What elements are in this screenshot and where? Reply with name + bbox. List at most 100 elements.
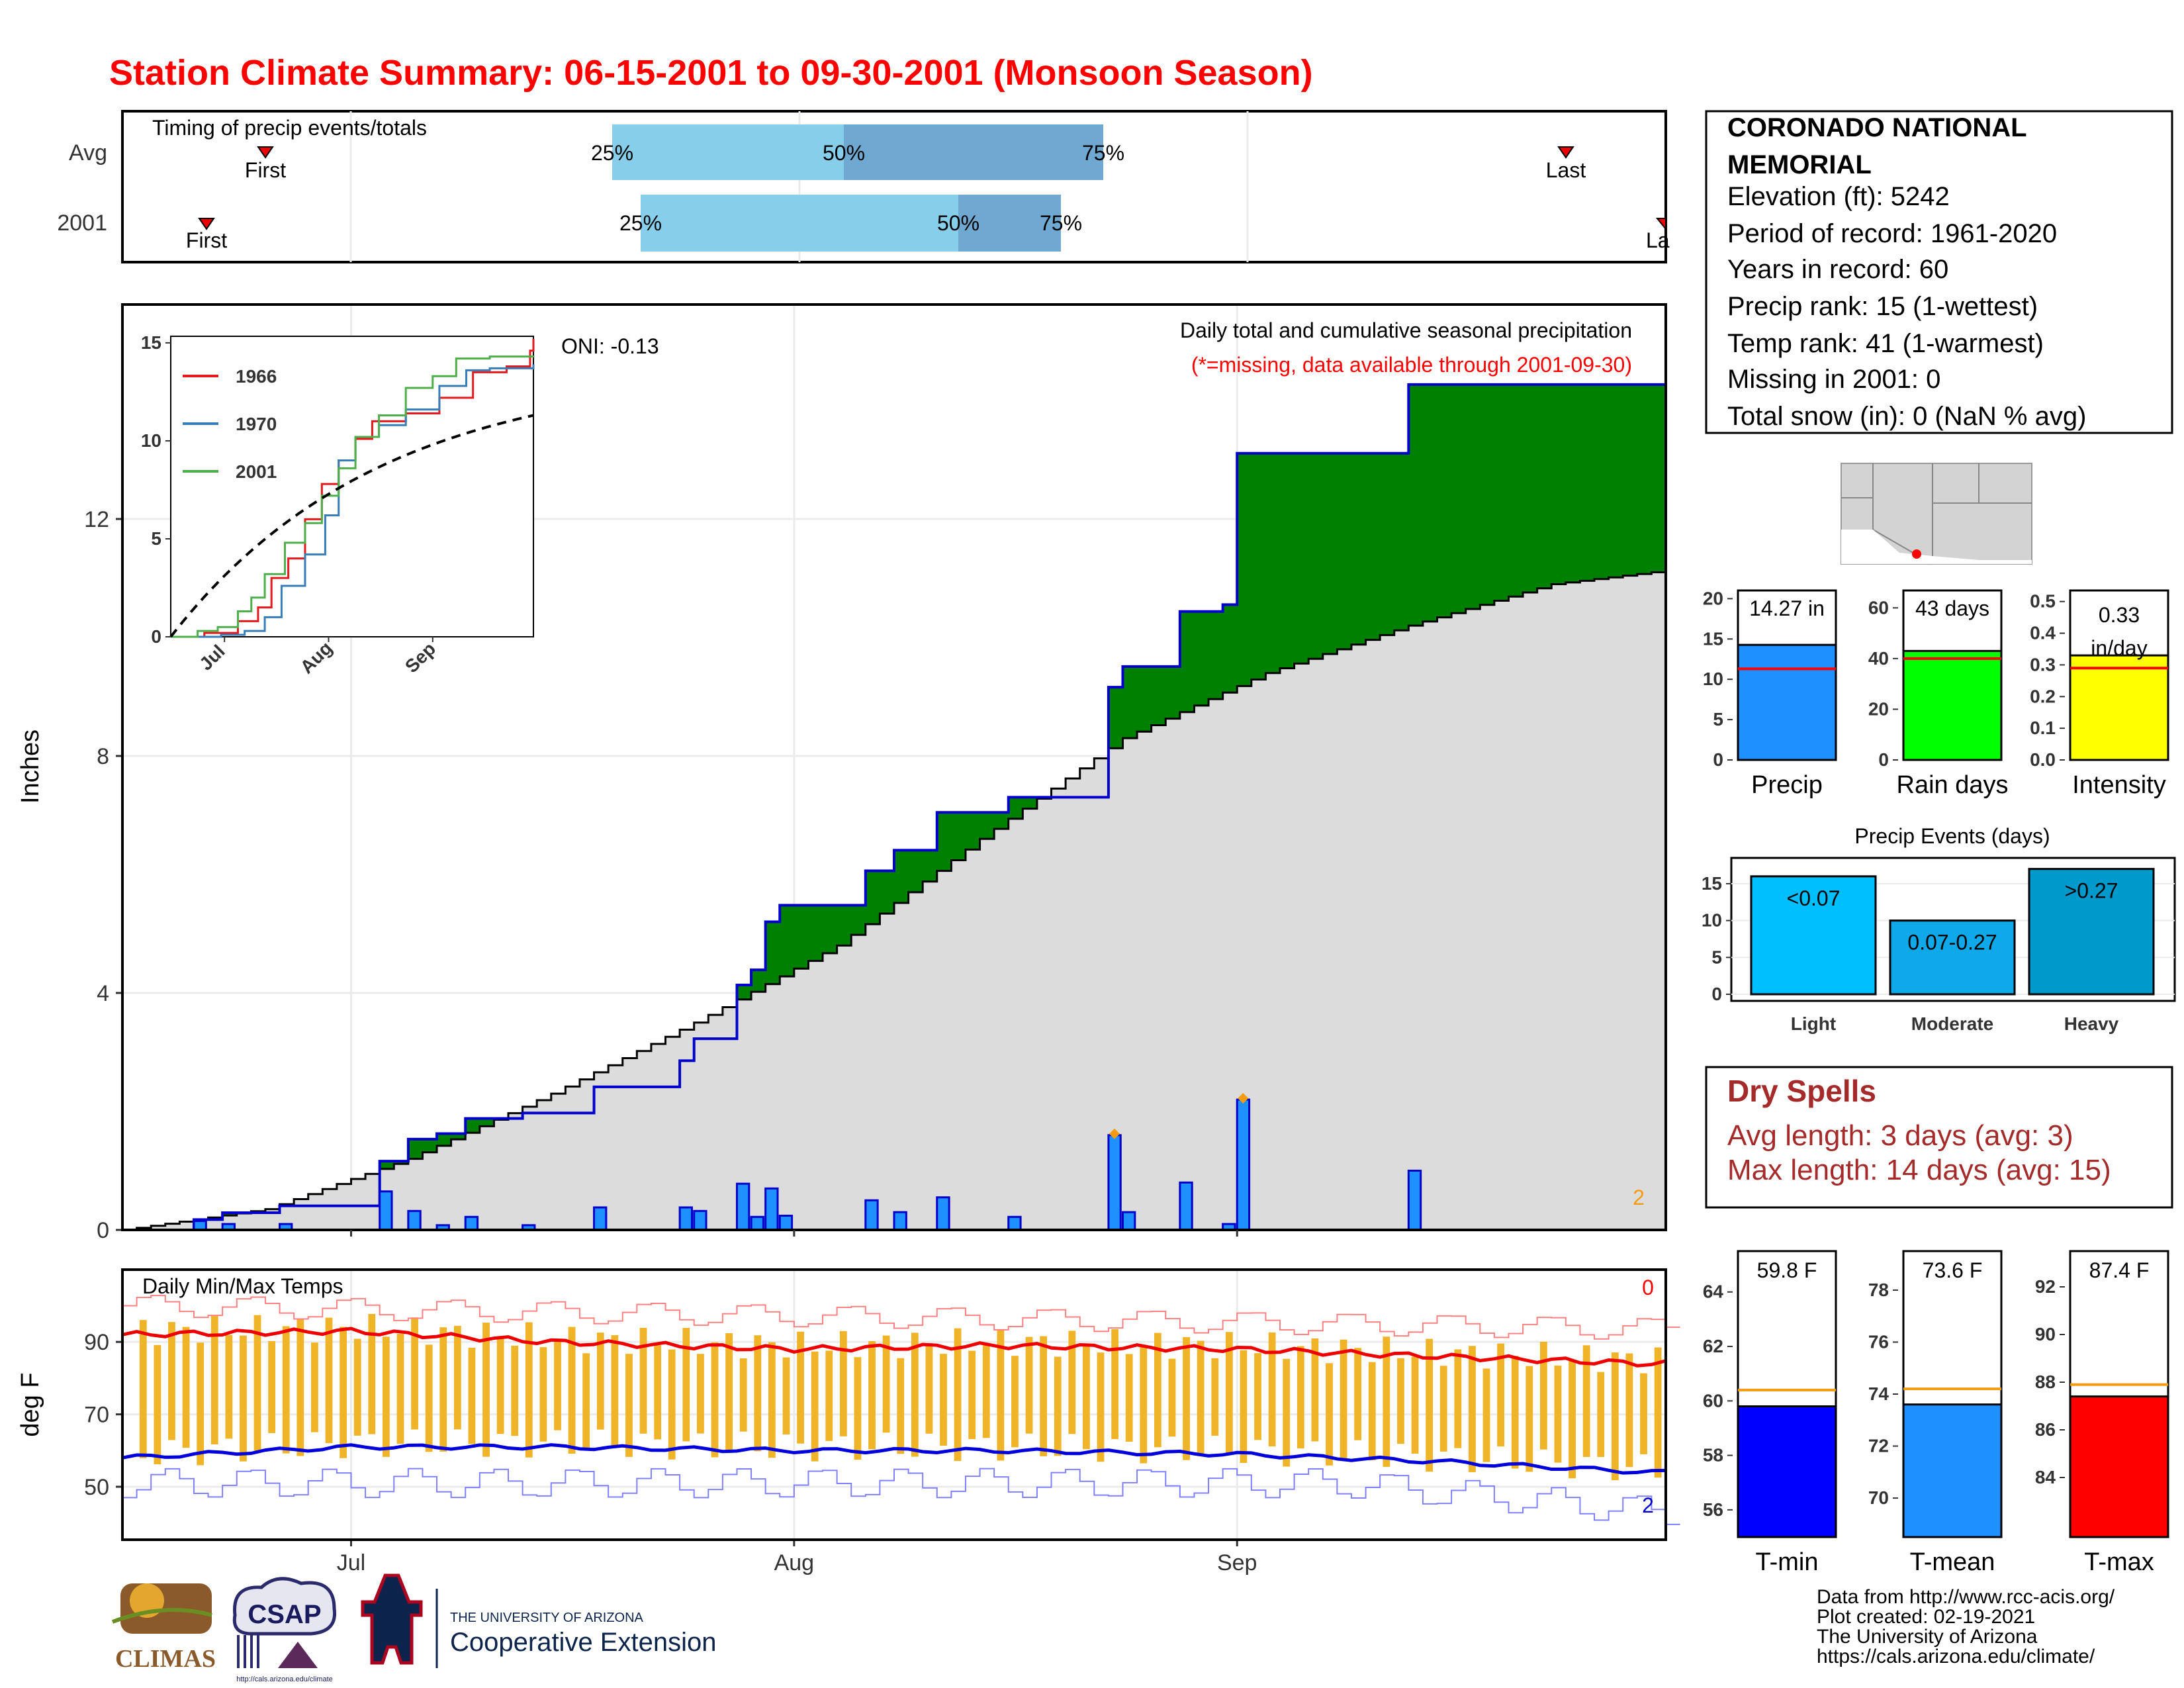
daily-temp-range-bar [1311,1338,1319,1442]
daily-temp-range-bar [1582,1345,1590,1457]
tmin-y-tick: 64 [1703,1282,1724,1302]
daily-temp-range-bar [1525,1366,1533,1472]
station-location-icon [1912,549,1921,559]
daily-temp-range-bar [225,1335,233,1439]
daily-temp-range-bar [582,1353,590,1450]
inset-avg-line [169,414,534,638]
daily-temp-range-bar [325,1317,333,1444]
events-bar-label: >0.27 [2065,879,2118,903]
daily-precip-bar [764,1187,779,1231]
raindays-label: Rain days [1897,771,2009,799]
daily-temp-range-bar [697,1354,704,1434]
tmax-bar [2069,1395,2169,1538]
events-y-tick: 5 [1711,947,1722,967]
events-bar-light [1750,875,1877,996]
tmax-y-tick: 90 [2035,1324,2056,1344]
timing-row-avg: Avg [69,140,107,165]
daily-temp-range-bar [797,1331,804,1444]
intensity-value: 0.33 [2099,603,2140,627]
daily-temp-range-bar [210,1316,218,1445]
daily-precip-bar [379,1190,393,1231]
daily-temp-range-bar [1640,1373,1647,1454]
precip-missing-note: (*=missing, data available through 2001-… [1191,353,1632,377]
station-name-1: CORONADO NATIONAL [1727,113,2027,142]
dry-max-length: Max length: 14 days (avg: 15) [1727,1154,2111,1186]
record-marker-icon [1238,1093,1249,1104]
daily-temp-range-bar [168,1322,175,1440]
record-min-line [122,1468,1680,1525]
daily-temp-range-bar [1168,1358,1176,1437]
daily-temp-range-bar [353,1338,361,1436]
events-x-tick: Heavy [2064,1013,2119,1034]
daily-precip-bar [193,1220,207,1231]
intensity-y-tick: 0.5 [2030,591,2056,612]
first-avg-marker-icon [257,146,274,159]
footer-line4: https://cals.arizona.edu/climate/ [1817,1646,2095,1667]
tmin-label: T-min [1756,1548,1819,1576]
precip-value: 14.27 in [1749,596,1825,620]
timing-avg-bar-lower [612,124,844,180]
daily-temp-range-bar [782,1357,790,1435]
daily-temp-range-bar [1025,1336,1033,1434]
daily-temp-range-bar [1054,1356,1062,1456]
daily-temp-range-bar [1482,1368,1490,1462]
footer-line2: Plot created: 02-19-2021 [1817,1606,2035,1628]
daily-temp-range-bar [1439,1366,1447,1452]
daily-temp-range-bar [1354,1348,1362,1440]
tmean-label: T-mean [1910,1548,1995,1576]
raindays-value: 43 days [1915,596,1989,620]
inset-y-tick: 10 [141,430,161,451]
footer-line3: The University of Arizona [1817,1626,2038,1648]
daily-precip-bar [893,1211,907,1231]
daily-temp-range-bar [311,1342,318,1432]
ua-name: THE UNIVERSITY OF ARIZONA [450,1611,644,1625]
csap-logo: CSAP http://cals.arizona.edu/climate [232,1577,337,1683]
daily-temp-range-bar [1268,1332,1276,1447]
daily-temp-range-bar [1297,1346,1304,1449]
timing-title: Timing of precip events/totals [152,116,427,140]
daily-temp-range-bar [940,1354,947,1446]
raindays-bar [1902,649,2003,761]
avg-max-line [122,1327,1666,1368]
inset-y-tick: 15 [141,332,161,353]
station-precip-rank: Precip rank: 15 (1-wettest) [1727,292,2038,321]
daily-temp-range-bar [425,1344,433,1452]
tmax-y-tick: 84 [2035,1467,2056,1487]
daily-temp-range-bar [1469,1346,1476,1472]
precip-y-tick: 12 [84,507,109,532]
tmean-y-tick: 74 [1868,1383,1889,1404]
record-marker-icon [1109,1128,1120,1139]
tmin-y-tick: 60 [1703,1390,1723,1411]
last-2001-label: La [1646,228,1670,252]
daily-temp-range-bar [654,1345,662,1440]
daily-precip-bar [693,1209,707,1231]
tmax-label: T-max [2084,1548,2154,1576]
daily-temp-range-bar [396,1333,404,1444]
daily-precip-bar [1107,1134,1122,1231]
first-avg-label: First [245,158,286,182]
daily-temp-range-bar [1040,1336,1048,1457]
ua-block-a-icon [361,1573,423,1665]
events-bar-label: <0.07 [1787,886,1841,910]
daily-temp-range-bar [1411,1356,1419,1454]
station-name-2: MEMORIAL [1727,150,1872,179]
temp-count-bottom: 2 [1642,1493,1654,1517]
daily-temp-range-bar [340,1327,347,1458]
inset-legend-label: 2001 [236,461,277,482]
daily-temp-range-bar [1140,1344,1148,1464]
tmin-y-tick: 56 [1703,1499,1723,1520]
precip-y-tick: 4 [97,981,109,1006]
daily-temp-range-bar [1426,1338,1433,1472]
daily-temp-range-bar [1083,1345,1090,1450]
daily-temp-range-bar [1197,1340,1205,1456]
events-bar-heavy [2028,868,2155,996]
csap-text: CSAP [248,1600,321,1629]
daily-temp-range-bar [268,1340,276,1433]
daily-temp-range-bar [1326,1363,1333,1466]
daily-temp-range-bar [511,1345,519,1436]
temp-y-tick: 50 [84,1475,109,1500]
temp-count-top: 0 [1642,1276,1654,1299]
daily-temp-range-bar [368,1313,376,1434]
daily-precip-bar [593,1206,608,1231]
events-title: Precip Events (days) [1854,824,2050,848]
